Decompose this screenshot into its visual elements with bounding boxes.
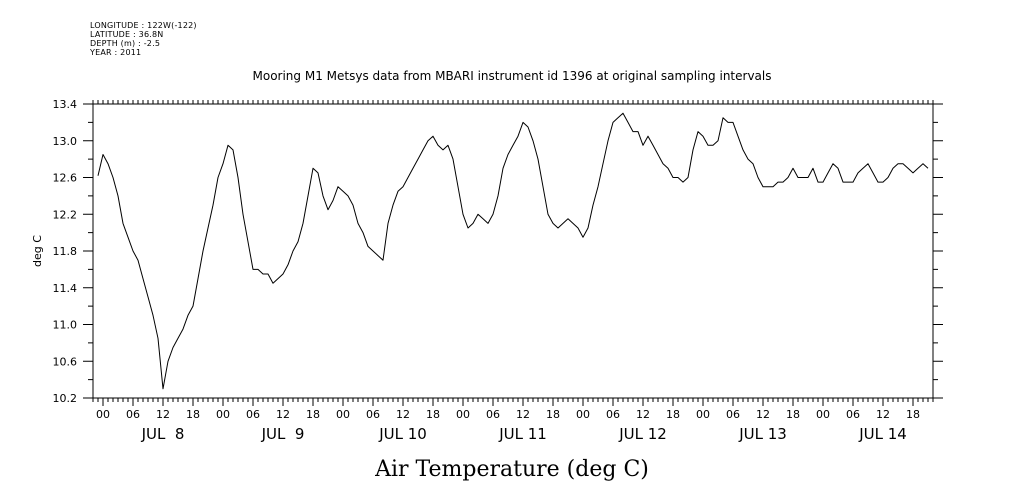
x-hour-label: 00 <box>96 408 110 421</box>
x-day-label: JUL 13 <box>738 425 787 443</box>
series-layer <box>97 112 929 390</box>
x-day-label: JUL 12 <box>618 425 667 443</box>
y-tick-label: 11.4 <box>53 282 78 295</box>
x-day-label: JUL 9 <box>261 425 305 443</box>
y-tick-label: 11.8 <box>53 245 78 258</box>
x-hour-label: 12 <box>276 408 290 421</box>
x-day-label: JUL 14 <box>858 425 907 443</box>
x-hour-label: 06 <box>726 408 740 421</box>
y-tick-label: 13.4 <box>53 98 78 111</box>
x-hour-label: 00 <box>696 408 710 421</box>
y-tick-label: 12.6 <box>53 172 78 185</box>
y-axis-label: deg C <box>31 235 44 267</box>
x-axis-label: Air Temperature (deg C) <box>374 457 649 482</box>
x-hour-label: 12 <box>156 408 170 421</box>
x-day-label: JUL 11 <box>498 425 547 443</box>
x-hour-label: 06 <box>846 408 860 421</box>
air-temperature-line <box>97 112 929 390</box>
x-hour-label: 06 <box>606 408 620 421</box>
x-hour-label: 18 <box>546 408 560 421</box>
x-hour-label: 12 <box>756 408 770 421</box>
x-hour-label: 18 <box>306 408 320 421</box>
x-hour-label: 12 <box>636 408 650 421</box>
longitude-label: LONGITUDE : 122W(-122) <box>90 21 197 30</box>
year-label: YEAR : 2011 <box>90 48 142 57</box>
chart-title: Mooring M1 Metsys data from MBARI instru… <box>253 69 772 83</box>
x-hour-label: 12 <box>876 408 890 421</box>
y-tick-label: 10.2 <box>53 392 78 405</box>
x-hour-label: 18 <box>786 408 800 421</box>
x-hour-label: 00 <box>816 408 830 421</box>
x-hour-label: 00 <box>216 408 230 421</box>
metadata-block: LONGITUDE : 122W(-122) LATITUDE : 36.8N … <box>90 21 197 57</box>
y-tick-label: 12.2 <box>53 208 78 221</box>
plot-frame <box>92 103 934 399</box>
y-tick-label: 13.0 <box>53 135 78 148</box>
y-tick-label: 10.6 <box>53 355 78 368</box>
x-hour-label: 18 <box>186 408 200 421</box>
latitude-label: LATITUDE : 36.8N <box>90 30 164 39</box>
x-day-label: JUL 10 <box>378 425 427 443</box>
x-hour-label: 18 <box>906 408 920 421</box>
x-hour-label: 00 <box>456 408 470 421</box>
x-hour-label: 18 <box>666 408 680 421</box>
x-day-label: JUL 8 <box>141 425 185 443</box>
x-hour-label: 18 <box>426 408 440 421</box>
x-hour-label: 12 <box>396 408 410 421</box>
x-hour-label: 00 <box>576 408 590 421</box>
y-axis: 10.2 10.6 11.0 11.4 11.8 12.2 12.6 13.0 13.4 <box>53 98 943 405</box>
x-hour-label: 06 <box>366 408 380 421</box>
depth-label: DEPTH (m) : -2.5 <box>90 39 161 48</box>
x-hour-label: 06 <box>126 408 140 421</box>
x-hour-label: 06 <box>246 408 260 421</box>
x-hour-label: 00 <box>336 408 350 421</box>
x-hour-label: 12 <box>516 408 530 421</box>
x-hour-label: 06 <box>486 408 500 421</box>
y-tick-label: 11.0 <box>53 319 78 332</box>
x-axis: 00 06 12 18 00 06 12 18 00 06 12 18 00 06 12 18 00 06 12 18… <box>92 100 934 443</box>
